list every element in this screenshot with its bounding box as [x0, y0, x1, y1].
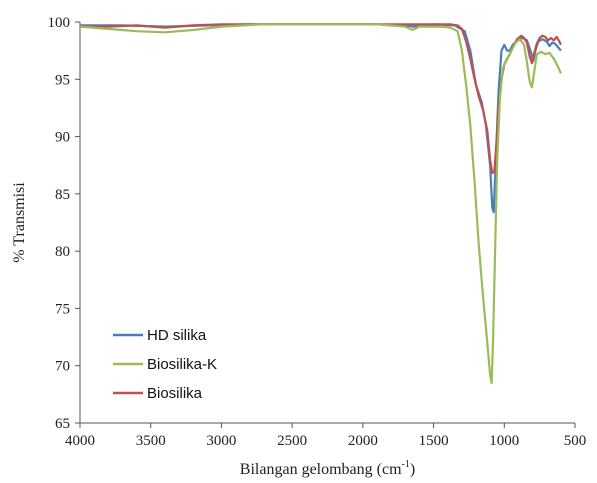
- x-tick-label: 500: [564, 433, 587, 449]
- series-group: [79, 23, 562, 384]
- x-tick-label: 1500: [419, 433, 449, 449]
- y-tick-label: 75: [55, 301, 70, 317]
- x-axis-label-close: ): [410, 461, 415, 478]
- axis-ticks: 4000 3500 3000 2500 2000 1500 1000 500 65 70 75 80 8…: [48, 15, 587, 449]
- legend: HD silika Biosilika-K Biosilika: [113, 327, 217, 402]
- x-tick-label: 3500: [136, 433, 166, 449]
- y-axis-label: % Transmisi: [11, 182, 28, 263]
- x-tick-label: 2500: [277, 433, 307, 449]
- x-tick-label: 3000: [206, 433, 236, 449]
- x-tick-label: 1000: [489, 433, 519, 449]
- y-tick-label: 90: [55, 130, 70, 146]
- y-tick-label: 85: [55, 187, 70, 203]
- x-axis-label: Bilangan gelombang (cm-1): [240, 459, 415, 478]
- y-tick-label: 80: [55, 244, 70, 260]
- y-tick-label: 100: [48, 15, 71, 31]
- y-tick-label: 95: [55, 72, 70, 88]
- x-axis-label-sup: -1: [402, 459, 410, 470]
- x-tick-label: 4000: [65, 433, 95, 449]
- legend-label: Biosilika: [147, 385, 203, 402]
- series-line-hd-silika: [80, 23, 562, 214]
- x-axis-label-main: Bilangan gelombang (cm: [240, 461, 402, 478]
- legend-label: Biosilika-K: [147, 356, 217, 373]
- legend-label: HD silika: [147, 327, 207, 344]
- y-tick-label: 65: [55, 416, 70, 432]
- series-line-biosilika: [80, 23, 562, 175]
- x-tick-label: 2000: [348, 433, 378, 449]
- y-tick-label: 70: [55, 359, 70, 375]
- series-line-biosilika-k: [79, 23, 562, 384]
